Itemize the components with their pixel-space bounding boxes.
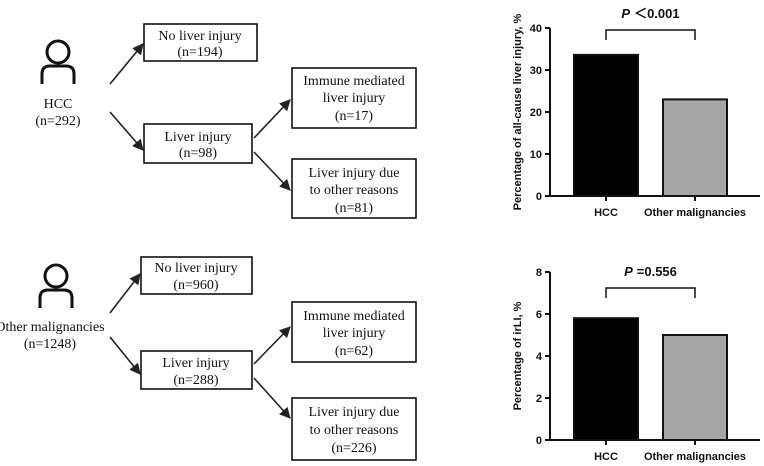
box-label-line2: to other reasons bbox=[310, 423, 399, 438]
box-count: (n=960) bbox=[173, 278, 219, 293]
flow-other-malignancies: Other malignancies (n=1248) No liver inj… bbox=[0, 256, 417, 461]
significance-bracket bbox=[605, 29, 696, 40]
box-count: (n=62) bbox=[335, 344, 374, 359]
group-count: (n=1248) bbox=[24, 337, 77, 352]
box-injury: Liver injury (n=98) bbox=[143, 123, 253, 164]
box-count: (n=194) bbox=[177, 45, 223, 60]
box-label-line1: Liver injury due bbox=[309, 166, 400, 181]
y-tick-label: 0 bbox=[536, 191, 542, 203]
box-label-line1: Liver injury due bbox=[309, 405, 400, 420]
box-label-line2: to other reasons bbox=[310, 183, 399, 198]
arrow-to-other-reasons bbox=[253, 377, 291, 419]
p-value: =0.556 bbox=[637, 264, 677, 279]
flow-hcc: HCC (n=292) No liver injury (n=194) Live… bbox=[35, 23, 417, 219]
arrow-to-injury bbox=[109, 111, 144, 151]
y-tick-label: 0 bbox=[536, 435, 542, 447]
p-symbol: P bbox=[624, 264, 633, 279]
y-axis-label: Percentage of irLI, % bbox=[512, 301, 524, 410]
bar-hcc bbox=[573, 317, 639, 442]
y-tick-label: 40 bbox=[530, 23, 542, 35]
group-label: HCC bbox=[44, 97, 73, 112]
box-other-reasons: Liver injury due to other reasons (n=226… bbox=[291, 397, 417, 461]
group-label: Other malignancies bbox=[0, 320, 105, 335]
bar-chart-irli: 0 2 4 6 8 HCC Other malignancies Percentage of … bbox=[512, 264, 760, 463]
box-label: Liver injury bbox=[162, 356, 229, 371]
y-tick-label: 30 bbox=[530, 65, 542, 77]
y-tick-label: 4 bbox=[536, 351, 543, 363]
arrow-to-no-injury bbox=[109, 273, 141, 314]
p-value: ＜0.001 bbox=[634, 6, 680, 21]
box-injury: Liver injury (n=288) bbox=[140, 350, 253, 390]
p-value-label: P =0.556 bbox=[624, 264, 677, 279]
arrow-to-immune bbox=[253, 326, 291, 365]
box-count: (n=98) bbox=[179, 146, 218, 161]
arrow-to-other-reasons bbox=[253, 151, 291, 191]
group-count: (n=292) bbox=[35, 114, 81, 129]
x-tick-label: HCC bbox=[594, 451, 618, 463]
arrow-to-immune bbox=[253, 99, 291, 139]
box-immune: Immune mediated liver injury (n=62) bbox=[291, 301, 417, 363]
x-tick-label: HCC bbox=[594, 207, 618, 219]
box-label: No liver injury bbox=[158, 29, 241, 44]
y-tick-label: 8 bbox=[536, 267, 542, 279]
bar-other-malignancies bbox=[662, 334, 728, 441]
box-label-line1: Immune mediated bbox=[303, 74, 404, 89]
bar-hcc bbox=[573, 53, 639, 197]
y-tick-label: 10 bbox=[530, 149, 542, 161]
person-icon bbox=[40, 39, 76, 84]
x-tick-label: Other malignancies bbox=[644, 451, 746, 463]
x-tick-label: Other malignancies bbox=[644, 207, 746, 219]
arrow-to-injury bbox=[109, 336, 141, 375]
box-no-injury: No liver injury (n=194) bbox=[143, 23, 258, 62]
p-symbol: P bbox=[621, 6, 630, 21]
y-tick-label: 6 bbox=[536, 309, 542, 321]
box-other-reasons: Liver injury due to other reasons (n=81) bbox=[291, 158, 417, 219]
bar-other-malignancies bbox=[662, 98, 728, 197]
box-no-injury: No liver injury (n=960) bbox=[140, 256, 253, 295]
y-tick-label: 2 bbox=[536, 393, 542, 405]
person-icon bbox=[38, 263, 74, 308]
box-immune: Immune mediated liver injury (n=17) bbox=[291, 67, 417, 129]
box-label: Liver injury bbox=[164, 130, 231, 145]
y-axis-label: Percentage of all-cause liver injury, % bbox=[512, 13, 524, 210]
p-value-label: P ＜0.001 bbox=[621, 6, 679, 21]
box-count: (n=17) bbox=[335, 109, 374, 124]
box-count: (n=81) bbox=[335, 201, 374, 216]
box-label-line1: Immune mediated bbox=[303, 309, 404, 324]
box-label: No liver injury bbox=[154, 261, 237, 276]
box-count: (n=226) bbox=[331, 441, 377, 456]
y-tick-label: 20 bbox=[530, 107, 542, 119]
bar-chart-all-cause-liver-injury: 0 10 20 30 40 HCC Other malignancies Percentage… bbox=[512, 6, 760, 219]
significance-bracket bbox=[605, 287, 696, 298]
box-label-line2: liver injury bbox=[323, 326, 386, 341]
arrow-to-no-injury bbox=[109, 43, 144, 85]
box-label-line2: liver injury bbox=[323, 91, 386, 106]
box-count: (n=288) bbox=[173, 373, 219, 388]
